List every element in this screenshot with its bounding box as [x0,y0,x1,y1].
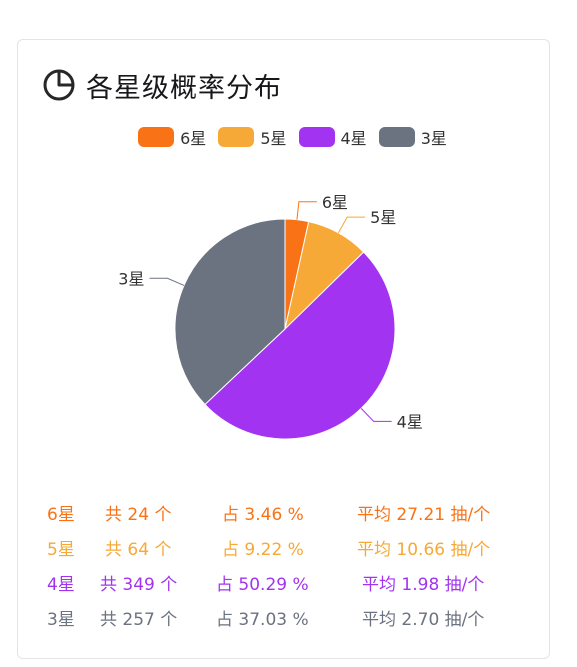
stat-count: 共 24 个 [105,505,172,525]
stat-percent: 占 9.22 % [222,540,304,560]
pie-chart: 6星 5星 4星 3星 [118,193,423,440]
stat-count: 共 349 个 [100,575,178,595]
stat-average: 平均 1.98 抽/个 [362,575,485,595]
legend-item-4star[interactable]: 4星 [298,125,367,149]
stat-percent: 占 37.03 % [216,610,309,630]
stat-star: 3星 [47,610,75,630]
stat-row-3star: 3星 共 257 个 占 37.03 % 平均 2.70 抽/个 [0,601,577,636]
leader-line-4star [360,408,392,422]
legend-item-5star[interactable]: 5星 [218,125,287,149]
stat-star: 5星 [47,540,75,560]
legend-swatch-5star [218,127,255,147]
leader-line-3star [149,277,185,286]
legend-label-5star: 5星 [260,129,287,148]
stat-row-4star: 4星 共 349 个 占 50.29 % 平均 1.98 抽/个 [0,566,577,601]
stat-average: 平均 2.70 抽/个 [362,610,485,630]
stat-average: 平均 27.21 抽/个 [357,505,491,525]
stat-count: 共 257 个 [100,610,178,630]
legend-label-6star: 6星 [180,129,207,148]
legend-item-6star[interactable]: 6星 [138,125,206,149]
leader-line-5star [337,216,366,234]
slice-label-6star: 6星 [322,193,348,212]
legend-swatch-3star [378,127,415,147]
card-title: 各星级概率分布 [86,72,282,104]
stat-star: 4星 [47,575,75,595]
stat-star: 6星 [47,505,75,525]
legend-item-3star[interactable]: 3星 [378,125,447,149]
legend-label-3star: 3星 [420,129,447,148]
legend-swatch-4star [298,127,335,147]
slice-label-4star: 4星 [397,412,423,431]
legend-label-4star: 4星 [340,129,367,148]
slice-label-5star: 5星 [370,208,396,227]
slice-label-3star: 3星 [118,269,144,288]
pie-chart-icon [43,69,75,101]
leader-line-6star [296,201,317,220]
stats-table: 6星 共 24 个 占 3.46 % 平均 27.21 抽/个 5星 共 64 … [0,496,577,636]
pie-slice-3star[interactable] [174,218,286,406]
stat-percent: 占 3.46 % [222,505,304,525]
stat-percent: 占 50.29 % [216,575,309,595]
legend-swatch-6star [138,127,175,147]
stat-row-5star: 5星 共 64 个 占 9.22 % 平均 10.66 抽/个 [0,531,577,566]
stat-row-6star: 6星 共 24 个 占 3.46 % 平均 27.21 抽/个 [0,496,577,531]
chart-legend: 6星 5星 4星 3星 [0,124,577,150]
stat-average: 平均 10.66 抽/个 [357,540,491,560]
card-header: 各星级概率分布 [42,65,282,105]
stat-count: 共 64 个 [105,540,172,560]
